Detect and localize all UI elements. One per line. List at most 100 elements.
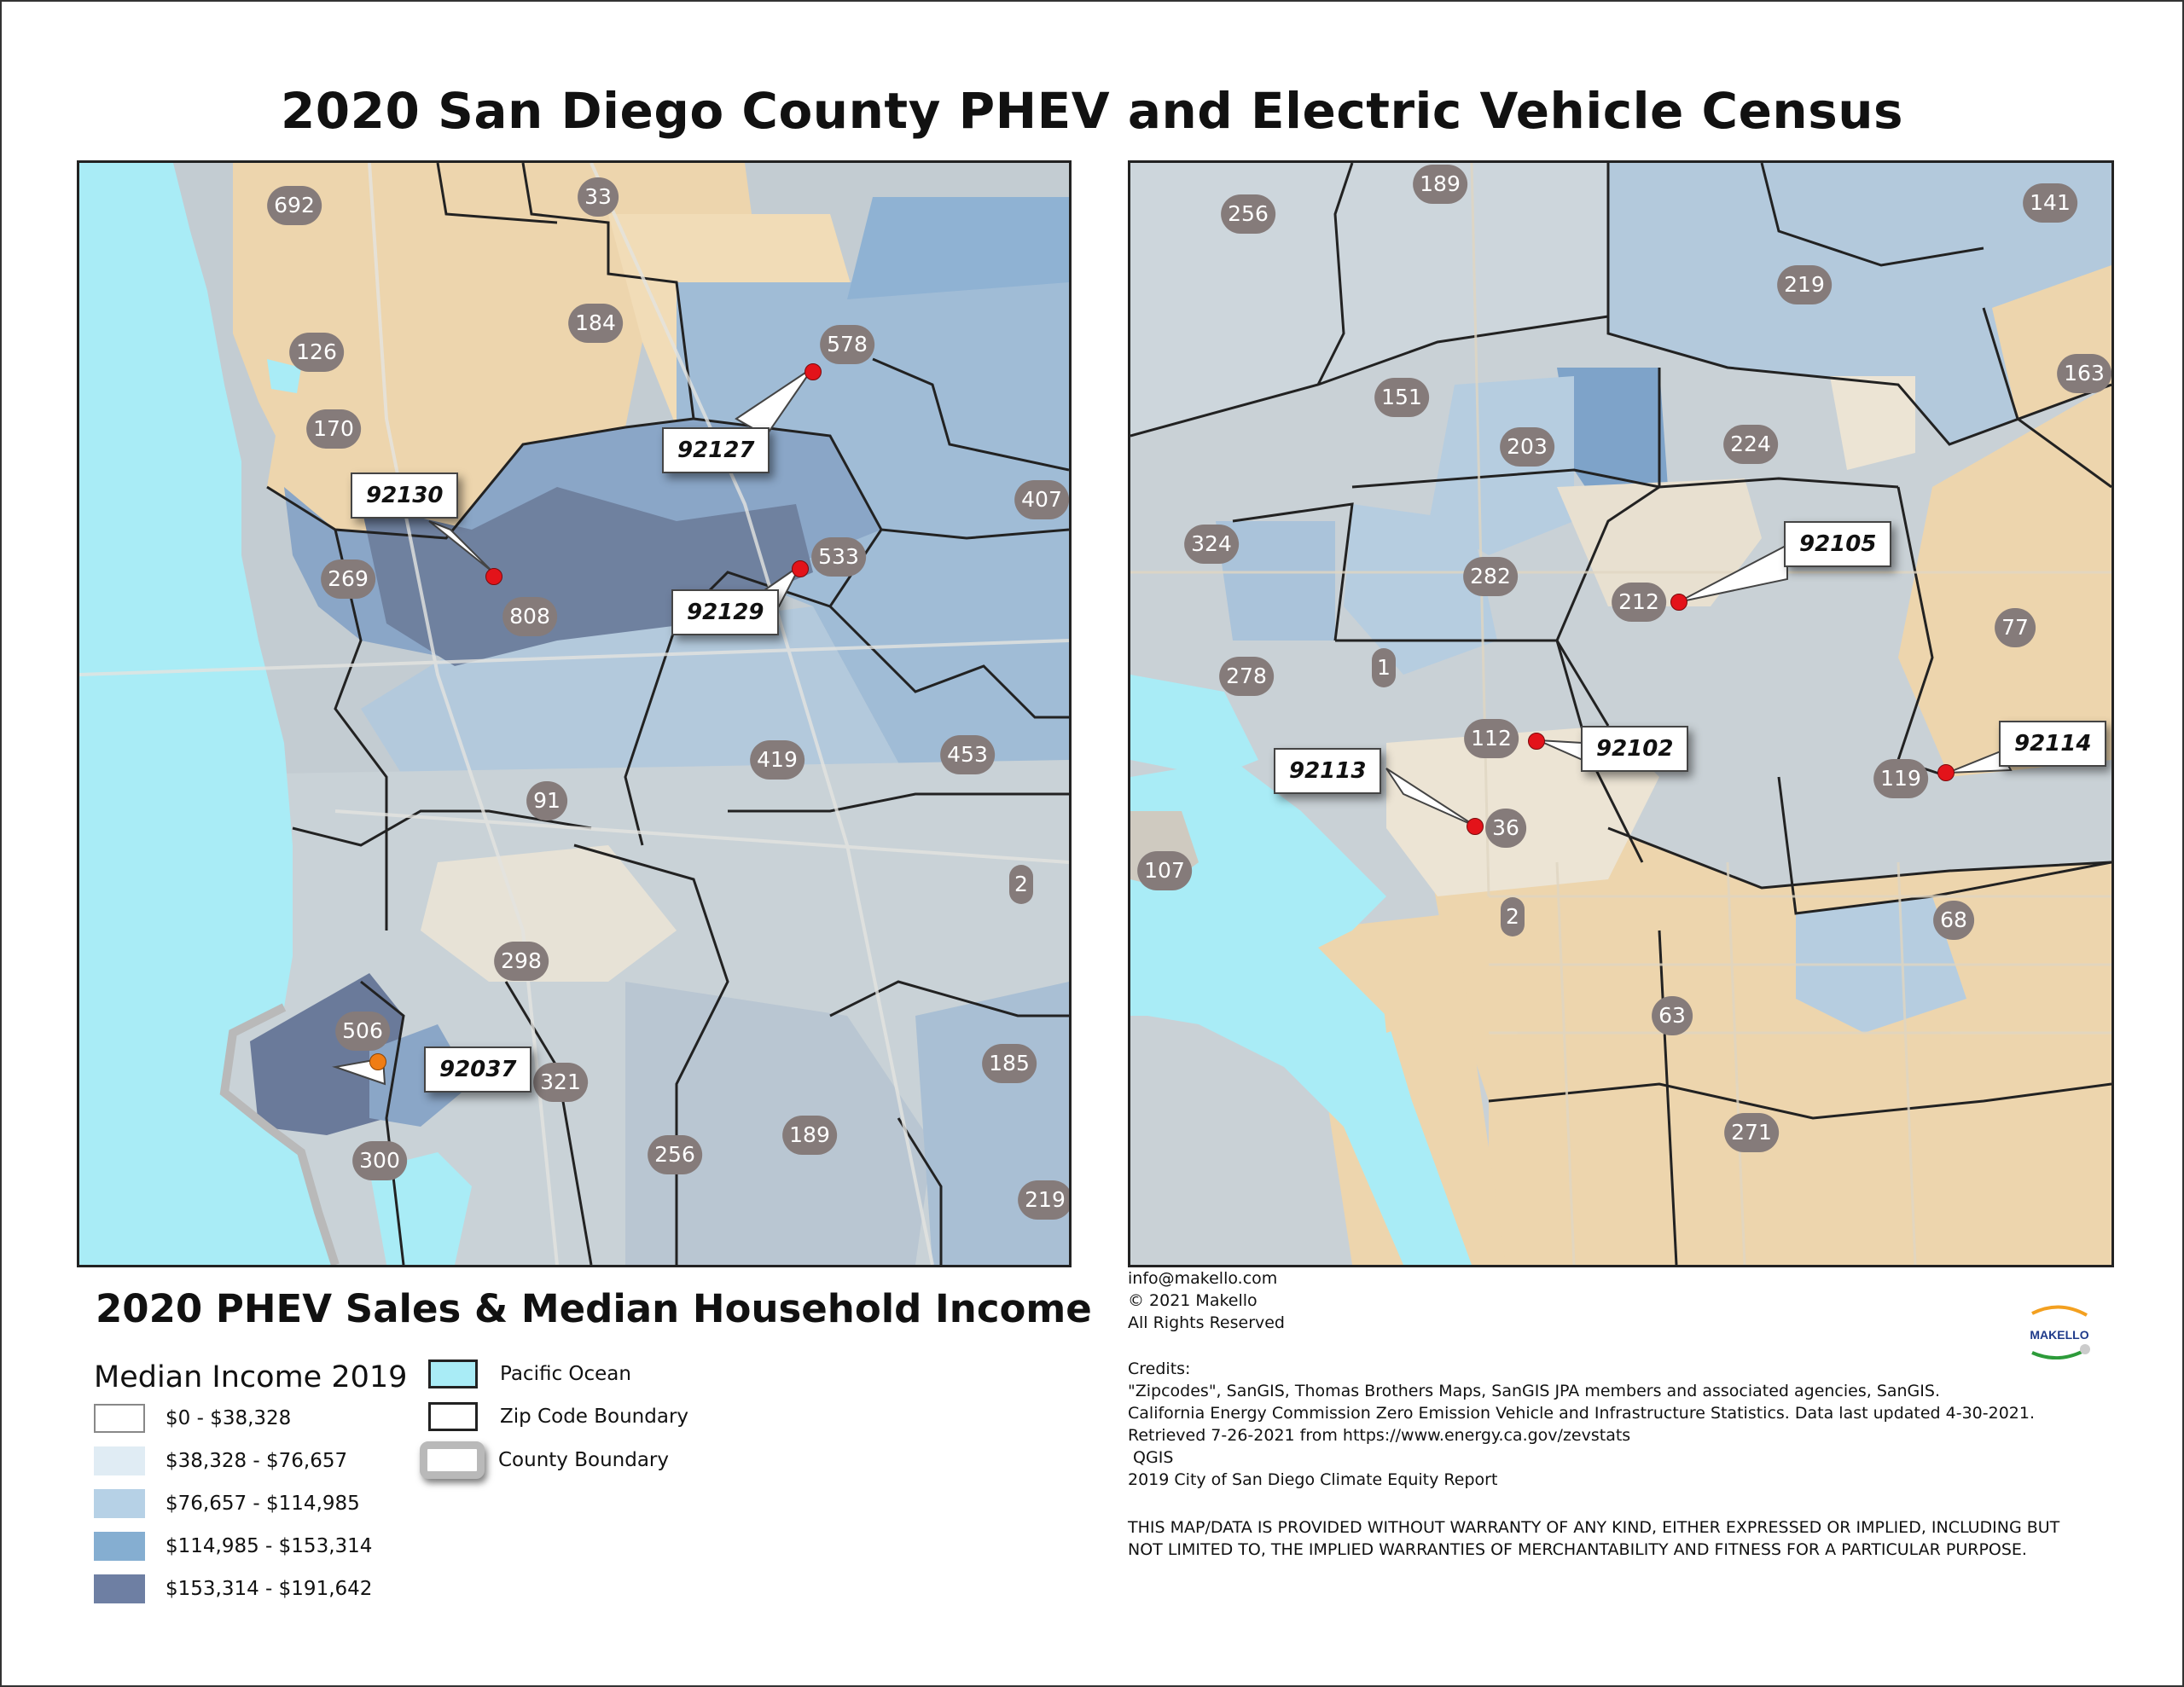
rights: All Rights Reserved: [1128, 1313, 1285, 1332]
phev-count-badge[interactable]: 453: [940, 735, 995, 774]
phev-count-badge[interactable]: 269: [321, 559, 375, 599]
copyright: © 2021 Makello: [1128, 1291, 1258, 1310]
left-map[interactable]: 692 33 184 126 578 170 407 269 533 808 4…: [77, 160, 1072, 1267]
zip-callout-92113[interactable]: 92113: [1274, 748, 1382, 794]
legend-swatch: [94, 1574, 145, 1603]
zip-marker[interactable]: [369, 1053, 386, 1070]
phev-count-badge[interactable]: 151: [1374, 378, 1429, 417]
phev-count-badge[interactable]: 256: [648, 1135, 702, 1174]
phev-count-badge[interactable]: 36: [1485, 809, 1526, 848]
phev-count-badge[interactable]: 256: [1221, 194, 1275, 234]
page-title: 2020 San Diego County PHEV and Electric …: [280, 82, 1904, 140]
phev-count-badge[interactable]: 184: [568, 304, 623, 343]
zip-callout-92114[interactable]: 92114: [1999, 721, 2107, 767]
phev-count-badge[interactable]: 298: [494, 942, 549, 981]
phev-count-badge[interactable]: 219: [1018, 1180, 1069, 1220]
phev-count-badge[interactable]: 533: [811, 537, 866, 577]
phev-count-badge[interactable]: 203: [1500, 427, 1554, 467]
phev-count-badge[interactable]: 506: [335, 1012, 390, 1051]
makello-logo: MAKELLO: [2024, 1305, 2095, 1360]
credits-line: California Energy Commission Zero Emissi…: [1128, 1404, 2036, 1423]
credits-block: Credits: "Zipcodes", SanGIS, Thomas Brot…: [1128, 1358, 2035, 1491]
legend-swatch: [420, 1441, 485, 1479]
phev-count-badge[interactable]: 33: [578, 177, 619, 217]
zip-callout-92127[interactable]: 92127: [662, 427, 770, 473]
legend-zip-boundary: Zip Code Boundary: [428, 1402, 688, 1431]
contact-block: info@makello.com © 2021 Makello All Righ…: [1128, 1267, 1285, 1334]
disclaimer-line: THIS MAP/DATA IS PROVIDED WITHOUT WARRAN…: [1128, 1518, 2060, 1537]
phev-count-badge[interactable]: 185: [982, 1044, 1037, 1083]
zip-marker[interactable]: [485, 568, 502, 585]
legend-label: $0 - $38,328: [166, 1407, 292, 1429]
phev-count-badge[interactable]: 212: [1612, 583, 1666, 622]
disclaimer-line: NOT LIMITED TO, THE IMPLIED WARRANTIES O…: [1128, 1540, 2027, 1559]
phev-count-badge[interactable]: 107: [1137, 851, 1192, 890]
legend-label: Zip Code Boundary: [500, 1406, 689, 1428]
zip-marker[interactable]: [1467, 818, 1484, 835]
phev-count-badge[interactable]: 808: [502, 597, 557, 636]
legend-swatch: [428, 1359, 478, 1388]
zip-marker[interactable]: [804, 363, 822, 380]
zip-marker[interactable]: [1670, 594, 1687, 611]
phev-count-badge[interactable]: 278: [1219, 657, 1274, 696]
legend-income-class-3: $76,657 - $114,985: [94, 1489, 360, 1518]
zip-marker[interactable]: [1528, 733, 1545, 750]
phev-count-badge[interactable]: 112: [1464, 719, 1519, 758]
zip-callout-92102[interactable]: 92102: [1581, 726, 1689, 772]
legend-income-class-2: $38,328 - $76,657: [94, 1446, 347, 1475]
phev-count-badge[interactable]: 63: [1652, 996, 1693, 1035]
legend-income-class-5: $153,314 - $191,642: [94, 1574, 372, 1603]
legend-label: $114,985 - $153,314: [166, 1535, 373, 1557]
phev-count-badge[interactable]: 282: [1463, 557, 1518, 596]
phev-count-badge[interactable]: 1: [1372, 648, 1396, 687]
phev-count-badge[interactable]: 189: [1413, 165, 1467, 204]
legend-title: 2020 PHEV Sales & Median Household Incom…: [96, 1286, 1092, 1331]
zip-callout-92130[interactable]: 92130: [351, 472, 459, 519]
legend-income-class-4: $114,985 - $153,314: [94, 1532, 372, 1561]
legend-label: Pacific Ocean: [500, 1363, 631, 1385]
phev-count-badge[interactable]: 91: [526, 781, 567, 820]
credits-line: QGIS: [1128, 1448, 1174, 1467]
zip-callout-92105[interactable]: 92105: [1784, 521, 1892, 567]
legend-subtitle: Median Income 2019: [94, 1360, 408, 1394]
phev-count-badge[interactable]: 224: [1723, 425, 1778, 464]
credits-line: 2019 City of San Diego Climate Equity Re…: [1128, 1470, 1498, 1489]
phev-count-badge[interactable]: 324: [1184, 525, 1239, 564]
legend-swatch: [94, 1532, 145, 1561]
phev-count-badge[interactable]: 271: [1724, 1113, 1779, 1152]
phev-count-badge[interactable]: 321: [533, 1063, 588, 1102]
phev-count-badge[interactable]: 126: [289, 333, 344, 372]
legend-swatch: [94, 1489, 145, 1518]
phev-count-badge[interactable]: 2: [1009, 865, 1033, 904]
phev-count-badge[interactable]: 170: [306, 409, 361, 449]
phev-count-badge[interactable]: 578: [820, 325, 874, 364]
contact-email[interactable]: info@makello.com: [1128, 1269, 1278, 1288]
legend-swatch: [428, 1402, 478, 1431]
zip-marker[interactable]: [792, 560, 809, 577]
legend-swatch: [94, 1404, 145, 1433]
phev-count-badge[interactable]: 77: [1995, 608, 2036, 647]
credits-heading: Credits:: [1128, 1359, 1191, 1378]
credits-line: Retrieved 7-26-2021 from https://www.ene…: [1128, 1426, 1631, 1445]
phev-count-badge[interactable]: 119: [1873, 759, 1928, 798]
zip-callout-92129[interactable]: 92129: [671, 589, 780, 635]
phev-count-badge[interactable]: 692: [267, 186, 322, 225]
phev-count-badge[interactable]: 300: [352, 1141, 407, 1180]
phev-count-badge[interactable]: 407: [1014, 480, 1069, 519]
right-map[interactable]: 189 256 141 219 163 151 203 224 324 282 …: [1128, 160, 2114, 1267]
phev-count-badge[interactable]: 419: [750, 740, 804, 780]
legend-label: County Boundary: [498, 1449, 669, 1471]
phev-count-badge[interactable]: 2: [1501, 897, 1525, 936]
credits-line: "Zipcodes", SanGIS, Thomas Brothers Maps…: [1128, 1382, 1940, 1400]
logo-text: MAKELLO: [2030, 1328, 2088, 1342]
phev-count-badge[interactable]: 68: [1933, 901, 1974, 940]
phev-count-badge[interactable]: 141: [2023, 183, 2077, 223]
legend-swatch: [94, 1446, 145, 1475]
phev-count-badge[interactable]: 163: [2057, 354, 2111, 393]
zip-marker[interactable]: [1937, 764, 1955, 781]
phev-count-badge[interactable]: 189: [782, 1116, 837, 1155]
disclaimer-block: THIS MAP/DATA IS PROVIDED WITHOUT WARRAN…: [1128, 1516, 2059, 1561]
zip-callout-92037[interactable]: 92037: [424, 1046, 532, 1093]
phev-count-badge[interactable]: 219: [1777, 265, 1832, 304]
